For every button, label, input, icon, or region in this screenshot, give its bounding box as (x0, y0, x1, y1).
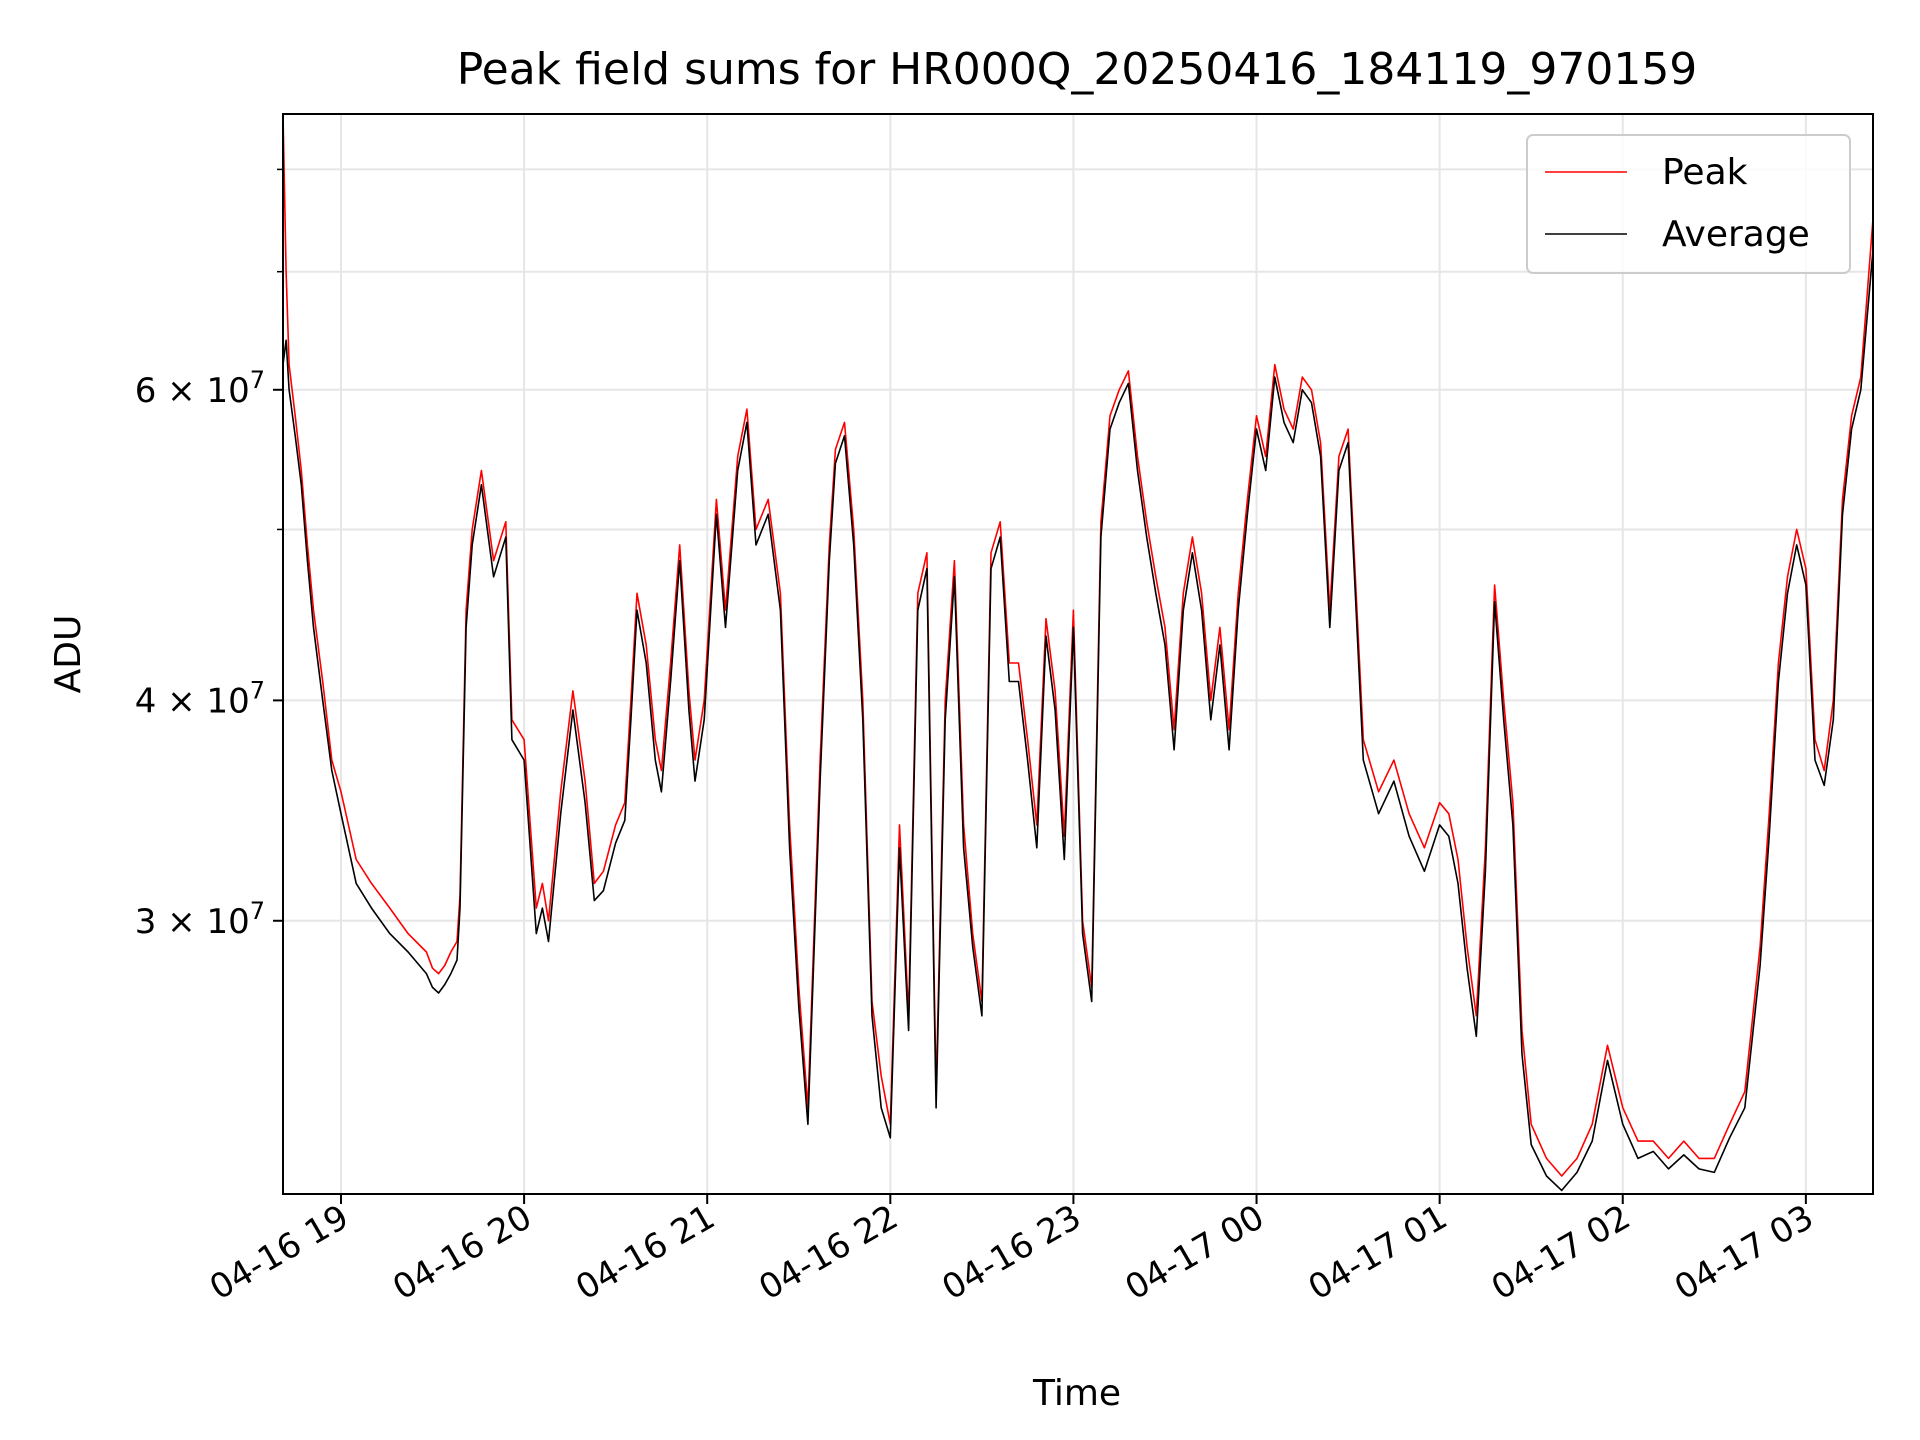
grid-lines (283, 114, 1873, 1194)
legend-peak-label: Peak (1662, 152, 1748, 193)
chart-title: Peak field sums for HR000Q_20250416_1841… (457, 44, 1698, 95)
plot-lines (283, 114, 1873, 1192)
y-tick-label: 4 × 107 (135, 676, 265, 721)
x-axis-label: Time (1032, 1373, 1121, 1414)
y-axis: 3 × 107 4 × 107 6 × 107 (135, 168, 283, 942)
legend-average-label: Average (1662, 214, 1810, 255)
legend: Peak Average (1526, 134, 1851, 274)
series-line-peak (283, 114, 1873, 1177)
plot-area-frame (282, 113, 1874, 1195)
y-axis-label: ADU (48, 615, 89, 694)
series-line-average (283, 250, 1873, 1192)
legend-box (1526, 134, 1851, 274)
y-tick-label: 3 × 107 (135, 897, 265, 942)
y-tick-label: 6 × 107 (135, 366, 265, 411)
